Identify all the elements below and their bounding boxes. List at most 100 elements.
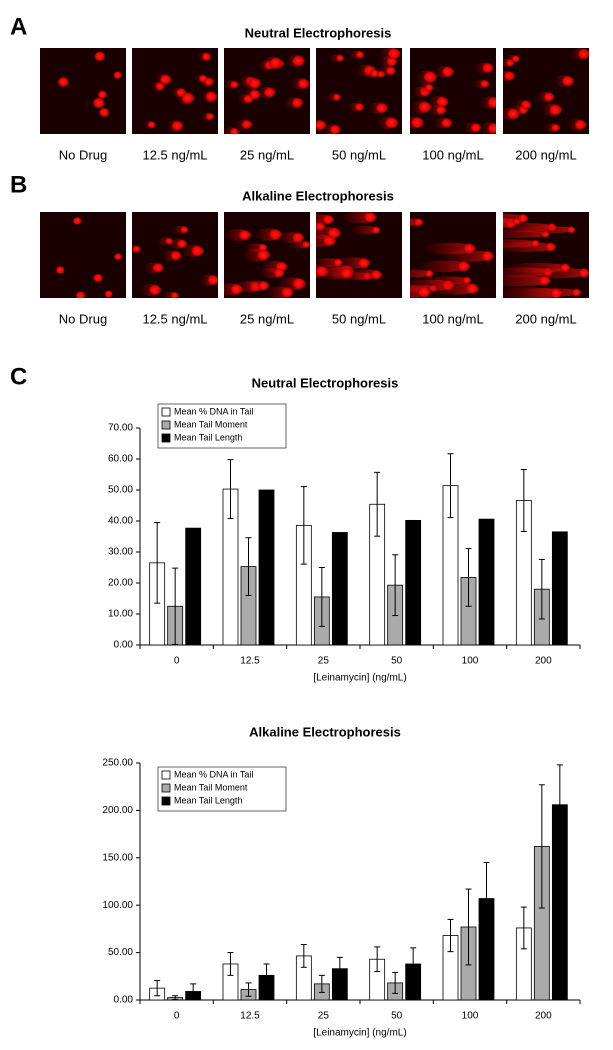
error-bar <box>300 486 307 565</box>
nucleus <box>97 90 108 100</box>
nucleus <box>113 252 123 261</box>
nucleus <box>159 74 172 85</box>
error-bar <box>300 944 307 968</box>
error-bar <box>483 862 490 936</box>
y-tick-label: 60.00 <box>108 454 133 465</box>
cells <box>57 50 123 118</box>
cells <box>224 228 310 298</box>
error-bar <box>172 567 179 645</box>
cells <box>410 62 496 134</box>
error-bar <box>392 554 399 617</box>
nucleus <box>248 77 261 90</box>
nucleus <box>268 56 283 70</box>
image-bg <box>316 212 402 298</box>
cells <box>132 225 218 298</box>
y-tick-label: 200.00 <box>102 805 133 816</box>
y-tick-label: 150.00 <box>102 852 133 863</box>
nucleus <box>413 217 424 227</box>
nucleus <box>369 69 380 78</box>
error-bar <box>520 906 527 950</box>
nucleus <box>258 243 268 252</box>
nucleus <box>273 267 285 278</box>
nucleus <box>113 70 123 80</box>
comet-image <box>40 212 126 298</box>
nucleus <box>198 74 208 83</box>
nucleus <box>291 55 305 67</box>
cells <box>224 55 310 134</box>
nucleus <box>355 50 365 59</box>
nucleus <box>574 119 587 131</box>
nucleus <box>435 96 449 108</box>
comet-image <box>503 212 589 298</box>
nucleus <box>204 91 218 103</box>
tail <box>503 287 563 298</box>
x-tick-label: 200 <box>535 656 552 667</box>
cells <box>316 48 401 134</box>
image-caption: 200 ng/mL <box>515 311 576 326</box>
nucleus <box>465 282 479 295</box>
legend-box <box>157 403 287 449</box>
nucleus <box>457 260 471 273</box>
nucleus <box>301 240 310 249</box>
nucleus <box>322 214 334 225</box>
comet-image <box>316 212 402 298</box>
error-bar <box>374 471 381 537</box>
nucleus <box>512 217 521 226</box>
y-tick-label: 20.00 <box>108 578 133 589</box>
error-bar <box>227 459 234 520</box>
nucleus <box>371 226 381 234</box>
x-tick-label: 0 <box>174 656 180 667</box>
nucleus <box>550 123 560 132</box>
tail <box>425 282 479 295</box>
image-caption: No Drug <box>59 311 107 326</box>
nucleus <box>384 116 398 129</box>
nucleus <box>93 50 106 62</box>
nucleus <box>132 245 141 253</box>
nucleus <box>481 62 494 74</box>
nucleus <box>511 55 520 63</box>
error-bar <box>336 956 343 981</box>
image-caption: 25 ng/mL <box>240 147 294 162</box>
tail <box>512 225 576 234</box>
error-bar <box>245 537 252 596</box>
legend-swatch <box>161 407 171 417</box>
nucleus <box>578 267 589 279</box>
cells <box>410 217 495 298</box>
x-tick-label: 25 <box>318 656 330 667</box>
nucleus <box>147 120 156 129</box>
nucleus <box>92 273 104 283</box>
tail <box>441 250 495 262</box>
nucleus <box>520 100 532 110</box>
image-caption: 50 ng/mL <box>332 147 386 162</box>
nucleus <box>357 257 371 269</box>
nucleus <box>424 269 434 278</box>
nucleus <box>410 116 424 129</box>
nucleus <box>291 97 303 109</box>
error-bar <box>410 947 417 981</box>
nucleus <box>571 288 582 297</box>
comet-image <box>503 48 589 134</box>
nucleus <box>354 102 364 112</box>
legend-box <box>157 766 287 812</box>
nucleus <box>424 83 434 92</box>
error-bar <box>227 952 234 976</box>
nucleus <box>548 103 562 116</box>
error-bar <box>318 567 325 627</box>
legend-label: Mean Tail Moment <box>174 419 248 429</box>
nucleus <box>329 124 341 134</box>
cells <box>143 52 218 132</box>
x-axis-label: [Leinamycin] (ng/mL) <box>313 1028 406 1039</box>
nucleus <box>506 108 520 120</box>
nucleus <box>92 97 106 109</box>
y-tick-label: 70.00 <box>108 423 133 434</box>
nucleus <box>577 48 589 60</box>
nucleus <box>503 70 515 81</box>
legend-swatch <box>161 420 171 430</box>
nucleus <box>470 122 482 133</box>
nucleus <box>176 239 187 249</box>
y-tick-label: 50.00 <box>108 947 133 958</box>
image-caption: 12.5 ng/mL <box>142 147 207 162</box>
image-bg <box>40 48 126 134</box>
tail <box>504 262 571 273</box>
